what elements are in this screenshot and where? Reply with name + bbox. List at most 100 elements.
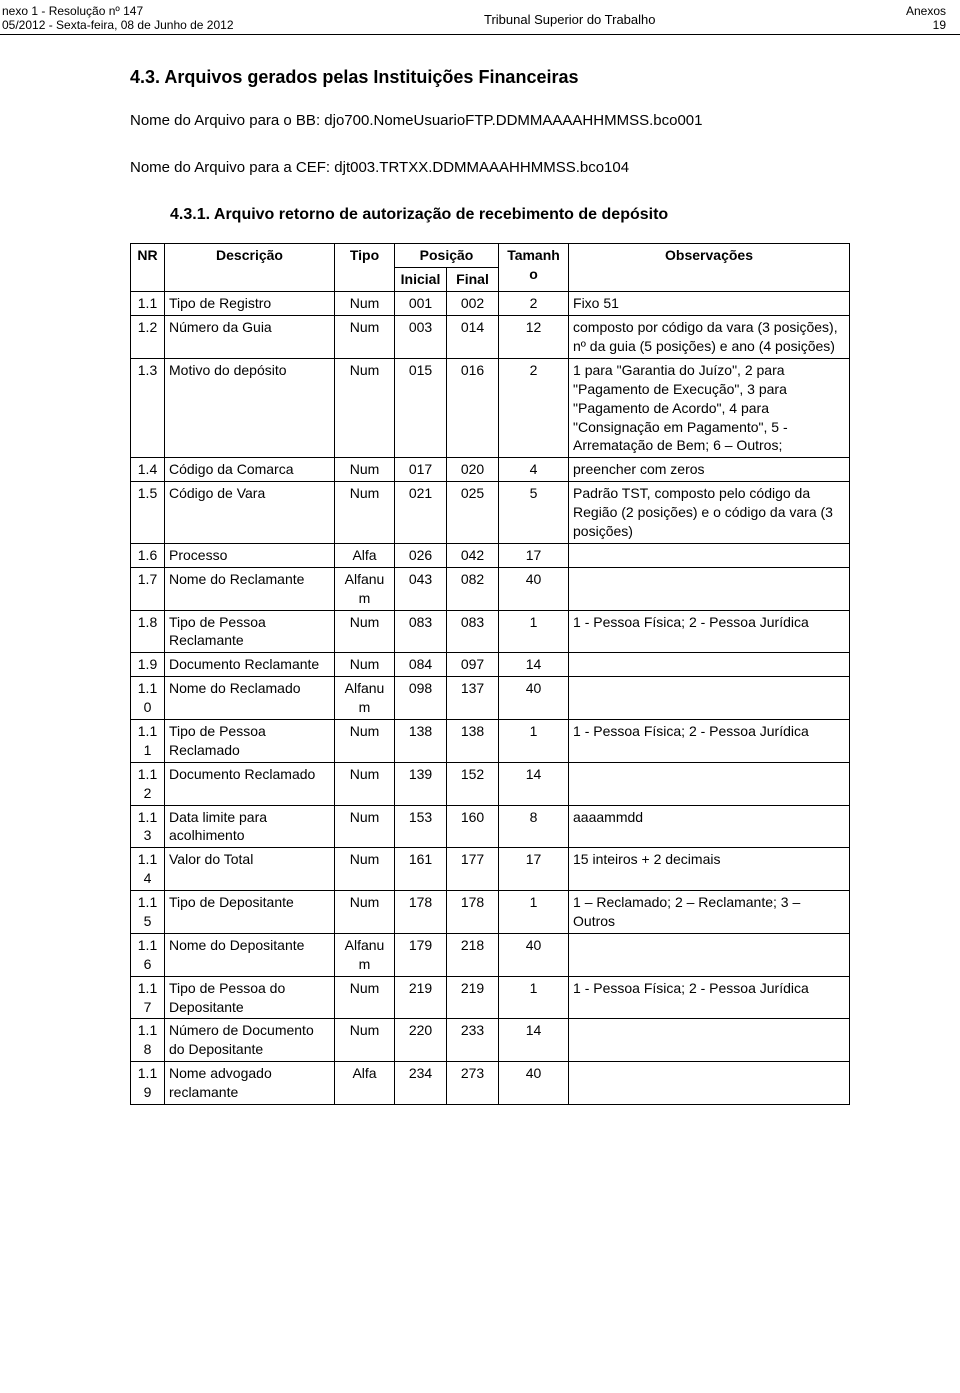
cell-observacoes bbox=[569, 677, 850, 720]
cell-inicial: 138 bbox=[395, 719, 447, 762]
cell-tipo: Num bbox=[335, 358, 395, 457]
table-row: 1.3Motivo do depósitoNum01501621 para "G… bbox=[131, 358, 850, 457]
cell-final: 083 bbox=[447, 610, 499, 653]
table-row: 1.1Tipo de RegistroNum0010022Fixo 51 bbox=[131, 292, 850, 316]
cell-nr: 1.7 bbox=[131, 567, 165, 610]
th-descricao: Descrição bbox=[165, 244, 335, 292]
cell-tamanho: 8 bbox=[499, 805, 569, 848]
cell-inicial: 026 bbox=[395, 543, 447, 567]
cell-final: 178 bbox=[447, 891, 499, 934]
cell-final: 233 bbox=[447, 1019, 499, 1062]
th-posicao: Posição bbox=[395, 244, 499, 268]
cell-tamanho: 2 bbox=[499, 292, 569, 316]
table-row: 1.18Número de Documento do DepositanteNu… bbox=[131, 1019, 850, 1062]
table-row: 1.5Código de VaraNum0210255Padrão TST, c… bbox=[131, 482, 850, 544]
cell-observacoes bbox=[569, 653, 850, 677]
cell-observacoes bbox=[569, 933, 850, 976]
cell-descricao: Código da Comarca bbox=[165, 458, 335, 482]
cell-tipo: Num bbox=[335, 653, 395, 677]
cell-nr: 1.3 bbox=[131, 358, 165, 457]
cell-tamanho: 40 bbox=[499, 567, 569, 610]
cell-tipo: Alfa bbox=[335, 543, 395, 567]
cell-final: 014 bbox=[447, 316, 499, 359]
cell-nr: 1.12 bbox=[131, 762, 165, 805]
cell-descricao: Processo bbox=[165, 543, 335, 567]
cell-observacoes bbox=[569, 1062, 850, 1105]
table-row: 1.6ProcessoAlfa02604217 bbox=[131, 543, 850, 567]
table-row: 1.17Tipo de Pessoa do DepositanteNum2192… bbox=[131, 976, 850, 1019]
cell-inicial: 017 bbox=[395, 458, 447, 482]
cell-nr: 1.8 bbox=[131, 610, 165, 653]
cell-observacoes: Padrão TST, composto pelo código da Regi… bbox=[569, 482, 850, 544]
cell-tipo: Num bbox=[335, 848, 395, 891]
cell-nr: 1.19 bbox=[131, 1062, 165, 1105]
th-inicial: Inicial bbox=[395, 268, 447, 292]
para-arquivo-bb: Nome do Arquivo para o BB: djo700.NomeUs… bbox=[130, 111, 850, 131]
table-row: 1.8Tipo de Pessoa ReclamanteNum08308311 … bbox=[131, 610, 850, 653]
cell-observacoes bbox=[569, 762, 850, 805]
cell-tipo: Num bbox=[335, 719, 395, 762]
cell-descricao: Valor do Total bbox=[165, 848, 335, 891]
cell-descricao: Tipo de Pessoa Reclamante bbox=[165, 610, 335, 653]
cell-observacoes: 1 para "Garantia do Juízo", 2 para "Paga… bbox=[569, 358, 850, 457]
table-row: 1.14Valor do TotalNum1611771715 inteiros… bbox=[131, 848, 850, 891]
cell-inicial: 015 bbox=[395, 358, 447, 457]
cell-nr: 1.13 bbox=[131, 805, 165, 848]
cell-inicial: 139 bbox=[395, 762, 447, 805]
cell-final: 020 bbox=[447, 458, 499, 482]
table-row: 1.4Código da ComarcaNum0170204preencher … bbox=[131, 458, 850, 482]
cell-nr: 1.15 bbox=[131, 891, 165, 934]
cell-final: 097 bbox=[447, 653, 499, 677]
cell-observacoes bbox=[569, 1019, 850, 1062]
header-rule bbox=[0, 34, 960, 35]
cell-tipo: Num bbox=[335, 610, 395, 653]
cell-tipo: Num bbox=[335, 292, 395, 316]
cell-inicial: 003 bbox=[395, 316, 447, 359]
cell-tamanho: 14 bbox=[499, 653, 569, 677]
cell-tipo: Num bbox=[335, 891, 395, 934]
cell-nr: 1.14 bbox=[131, 848, 165, 891]
cell-inicial: 219 bbox=[395, 976, 447, 1019]
cell-final: 138 bbox=[447, 719, 499, 762]
para-arquivo-cef: Nome do Arquivo para a CEF: djt003.TRTXX… bbox=[130, 158, 850, 178]
cell-descricao: Tipo de Registro bbox=[165, 292, 335, 316]
table-row: 1.15Tipo de DepositanteNum17817811 – Rec… bbox=[131, 891, 850, 934]
cell-tamanho: 40 bbox=[499, 677, 569, 720]
cell-observacoes bbox=[569, 567, 850, 610]
cell-observacoes: aaaammdd bbox=[569, 805, 850, 848]
cell-final: 273 bbox=[447, 1062, 499, 1105]
subsection-title: 4.3.1. Arquivo retorno de autorização de… bbox=[170, 204, 850, 226]
cell-tamanho: 17 bbox=[499, 848, 569, 891]
cell-tamanho: 2 bbox=[499, 358, 569, 457]
cell-descricao: Nome advogado reclamante bbox=[165, 1062, 335, 1105]
header-left-line1: nexo 1 - Resolução nº 147 bbox=[2, 4, 234, 18]
cell-final: 152 bbox=[447, 762, 499, 805]
cell-inicial: 083 bbox=[395, 610, 447, 653]
cell-descricao: Tipo de Pessoa do Depositante bbox=[165, 976, 335, 1019]
th-tipo: Tipo bbox=[335, 244, 395, 292]
cell-observacoes: 15 inteiros + 2 decimais bbox=[569, 848, 850, 891]
cell-tipo: Num bbox=[335, 482, 395, 544]
cell-tamanho: 14 bbox=[499, 762, 569, 805]
cell-tamanho: 40 bbox=[499, 1062, 569, 1105]
cell-observacoes: Fixo 51 bbox=[569, 292, 850, 316]
cell-observacoes: 1 - Pessoa Física; 2 - Pessoa Jurídica bbox=[569, 610, 850, 653]
cell-inicial: 220 bbox=[395, 1019, 447, 1062]
cell-tamanho: 12 bbox=[499, 316, 569, 359]
cell-inicial: 179 bbox=[395, 933, 447, 976]
table-row: 1.16Nome do DepositanteAlfanum17921840 bbox=[131, 933, 850, 976]
page-header: nexo 1 - Resolução nº 147 05/2012 - Sext… bbox=[0, 0, 960, 32]
cell-descricao: Número da Guia bbox=[165, 316, 335, 359]
cell-observacoes: 1 - Pessoa Física; 2 - Pessoa Jurídica bbox=[569, 719, 850, 762]
cell-descricao: Nome do Reclamado bbox=[165, 677, 335, 720]
cell-nr: 1.10 bbox=[131, 677, 165, 720]
cell-tipo: Num bbox=[335, 1019, 395, 1062]
cell-observacoes: composto por código da vara (3 posições)… bbox=[569, 316, 850, 359]
cell-final: 016 bbox=[447, 358, 499, 457]
cell-final: 002 bbox=[447, 292, 499, 316]
cell-tipo: Num bbox=[335, 762, 395, 805]
table-head-row-1: NR Descrição Tipo Posição Tamanho Observ… bbox=[131, 244, 850, 268]
cell-final: 082 bbox=[447, 567, 499, 610]
cell-inicial: 234 bbox=[395, 1062, 447, 1105]
cell-descricao: Data limite para acolhimento bbox=[165, 805, 335, 848]
